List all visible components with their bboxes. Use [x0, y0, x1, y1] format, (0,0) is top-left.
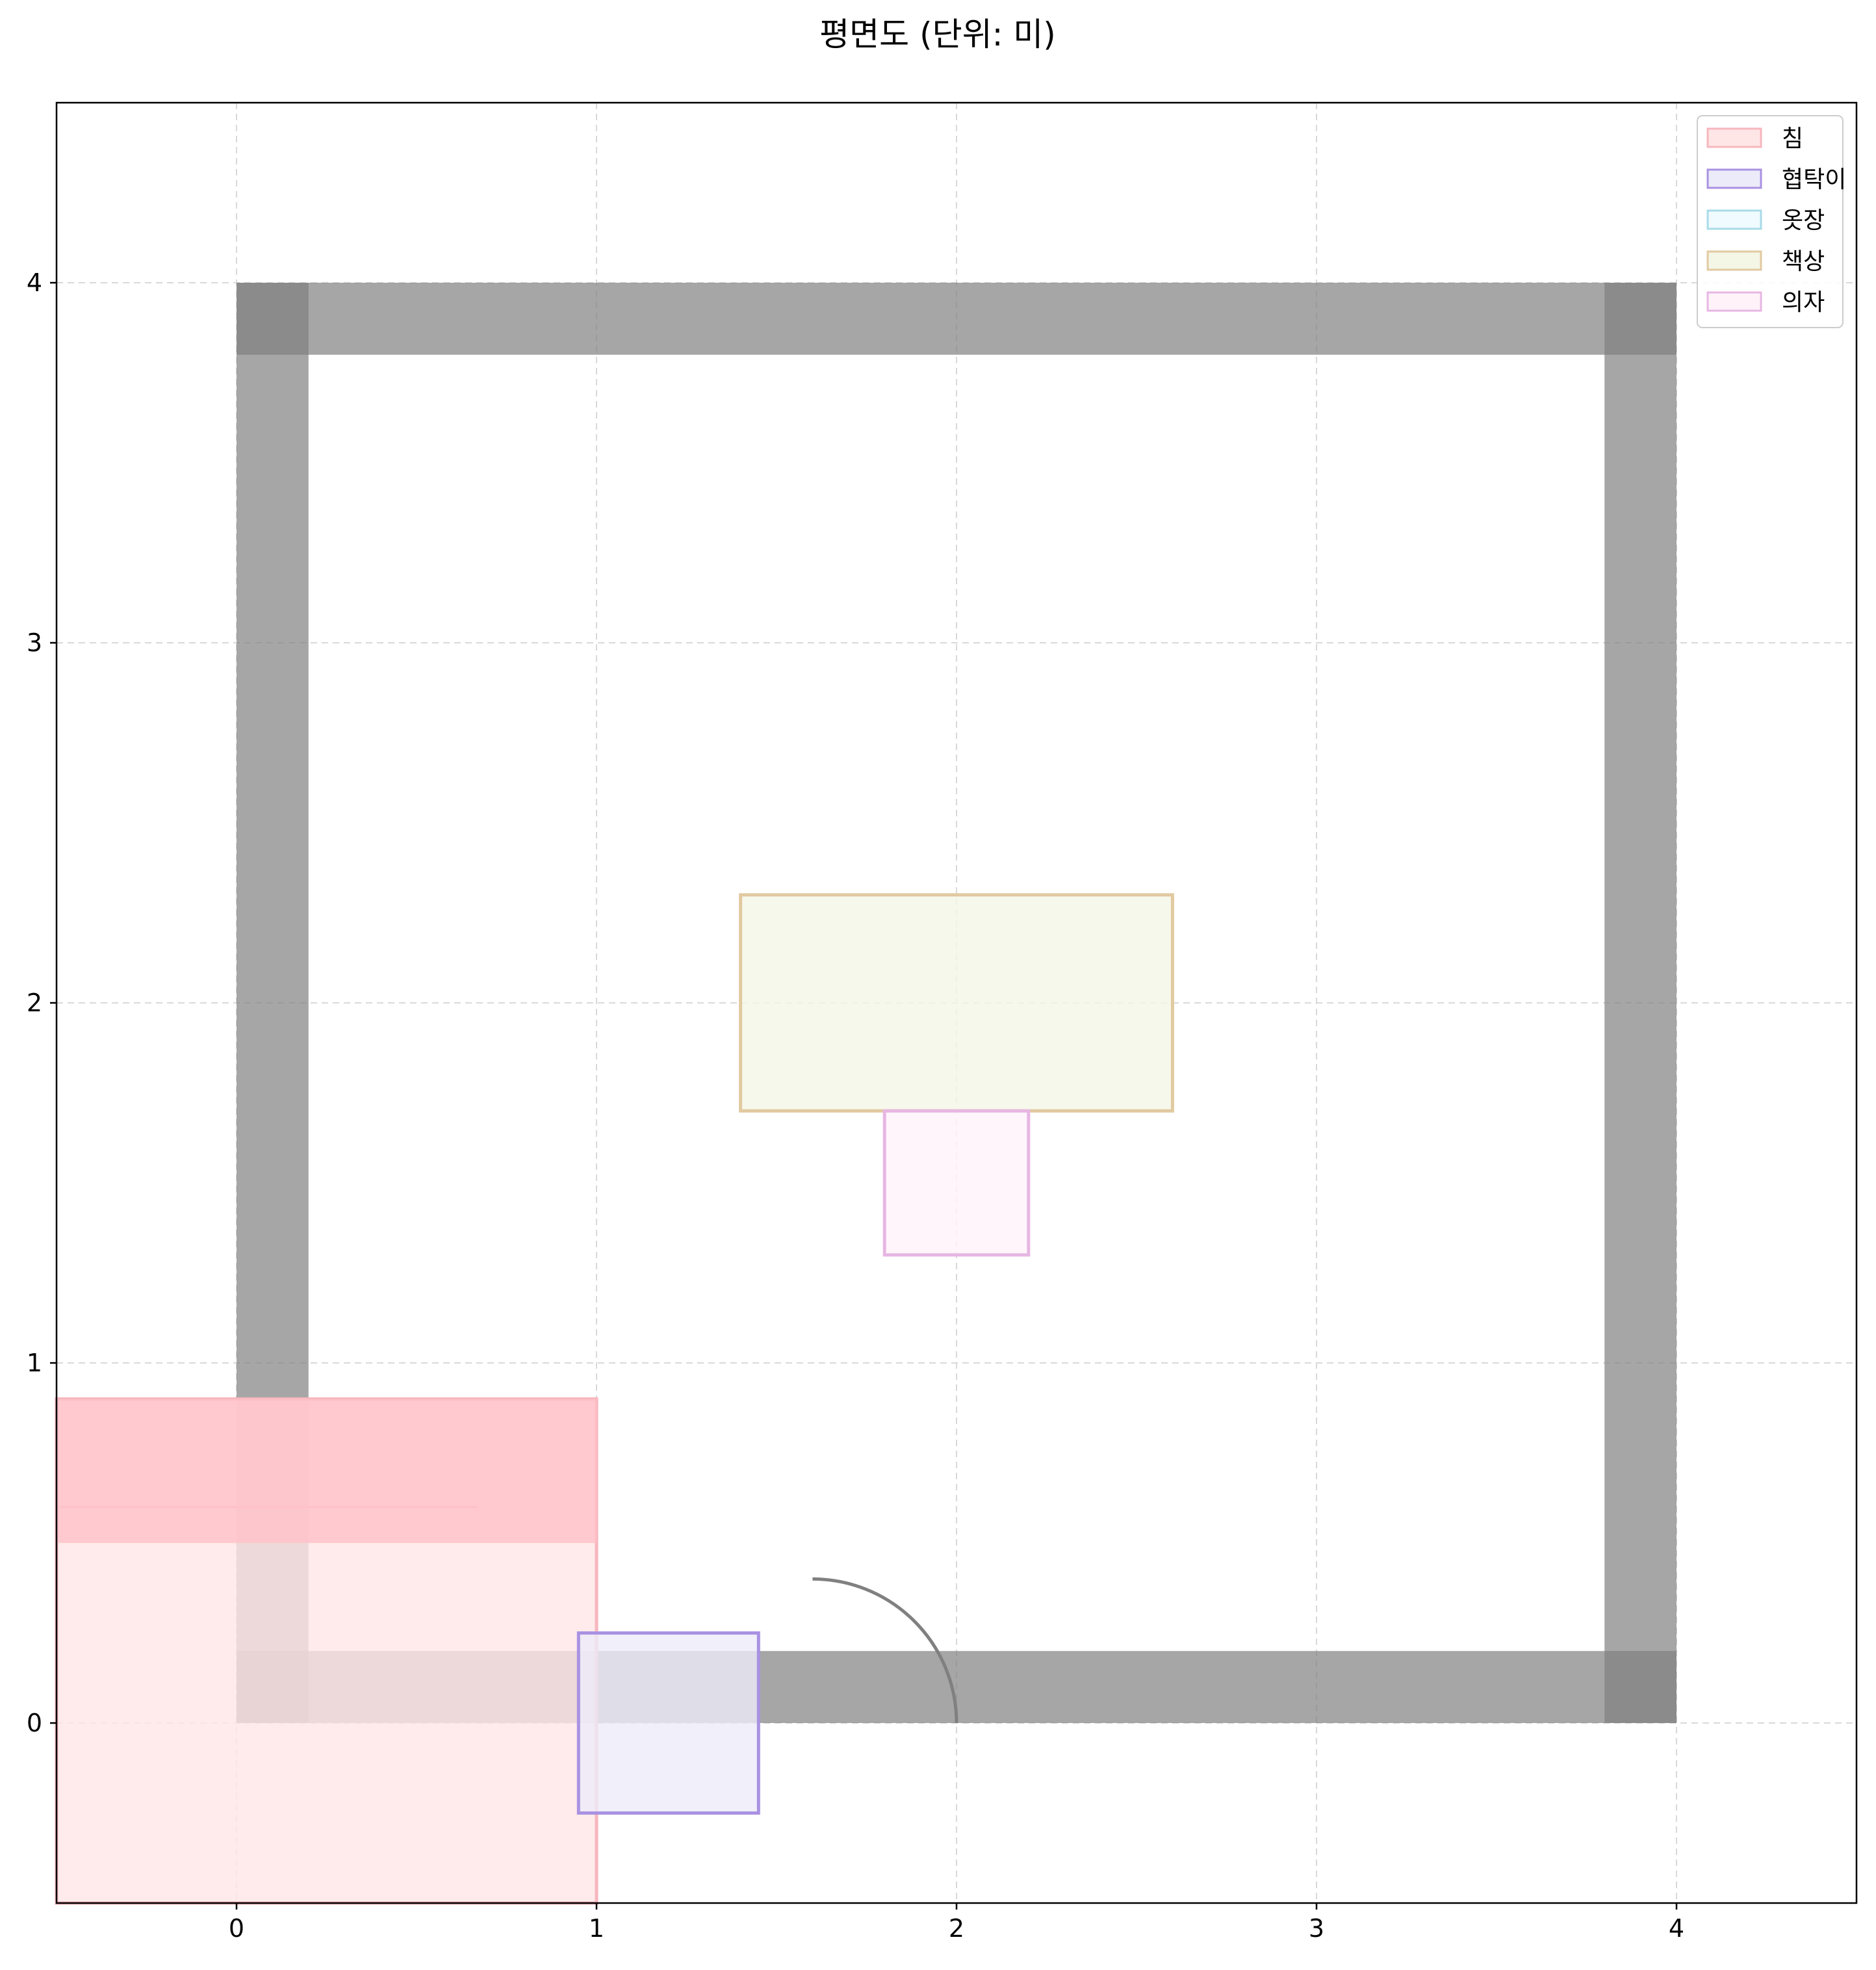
x-tick-label: 0 — [229, 1914, 244, 1943]
y-tick-label: 1 — [27, 1349, 42, 1377]
x-tick-label: 1 — [589, 1914, 604, 1943]
furniture-0 — [57, 1399, 597, 1903]
furniture-1 — [578, 1633, 758, 1813]
x-tick-label: 2 — [949, 1914, 964, 1943]
legend-swatch — [1708, 170, 1761, 188]
legend-label: 협탁이 — [1782, 166, 1846, 193]
legend-label: 책상 — [1782, 248, 1825, 275]
legend-swatch — [1708, 129, 1761, 147]
furniture-body — [741, 895, 1173, 1111]
bed-pillow — [57, 1399, 597, 1543]
x-tick-label: 4 — [1669, 1914, 1684, 1943]
legend-label: 옷장 — [1782, 207, 1825, 234]
wall-right — [1604, 283, 1677, 1723]
x-tick-label: 3 — [1309, 1914, 1324, 1943]
y-tick-label: 0 — [27, 1709, 42, 1737]
legend-label: 침 — [1782, 125, 1803, 152]
furniture-body — [884, 1111, 1029, 1255]
legend-swatch — [1708, 292, 1761, 311]
furniture-3 — [741, 895, 1173, 1111]
y-tick-label: 2 — [27, 989, 42, 1017]
furniture-4 — [884, 1111, 1029, 1255]
y-tick-label: 4 — [27, 268, 42, 297]
legend-label: 의자 — [1782, 289, 1825, 316]
y-tick-label: 3 — [27, 629, 42, 657]
legend-swatch — [1708, 252, 1761, 270]
furniture-body — [578, 1633, 758, 1813]
figure-title: 평면도 (단위: 미) — [819, 16, 1056, 53]
legend-swatch — [1708, 211, 1761, 229]
wall-top — [237, 283, 1677, 355]
